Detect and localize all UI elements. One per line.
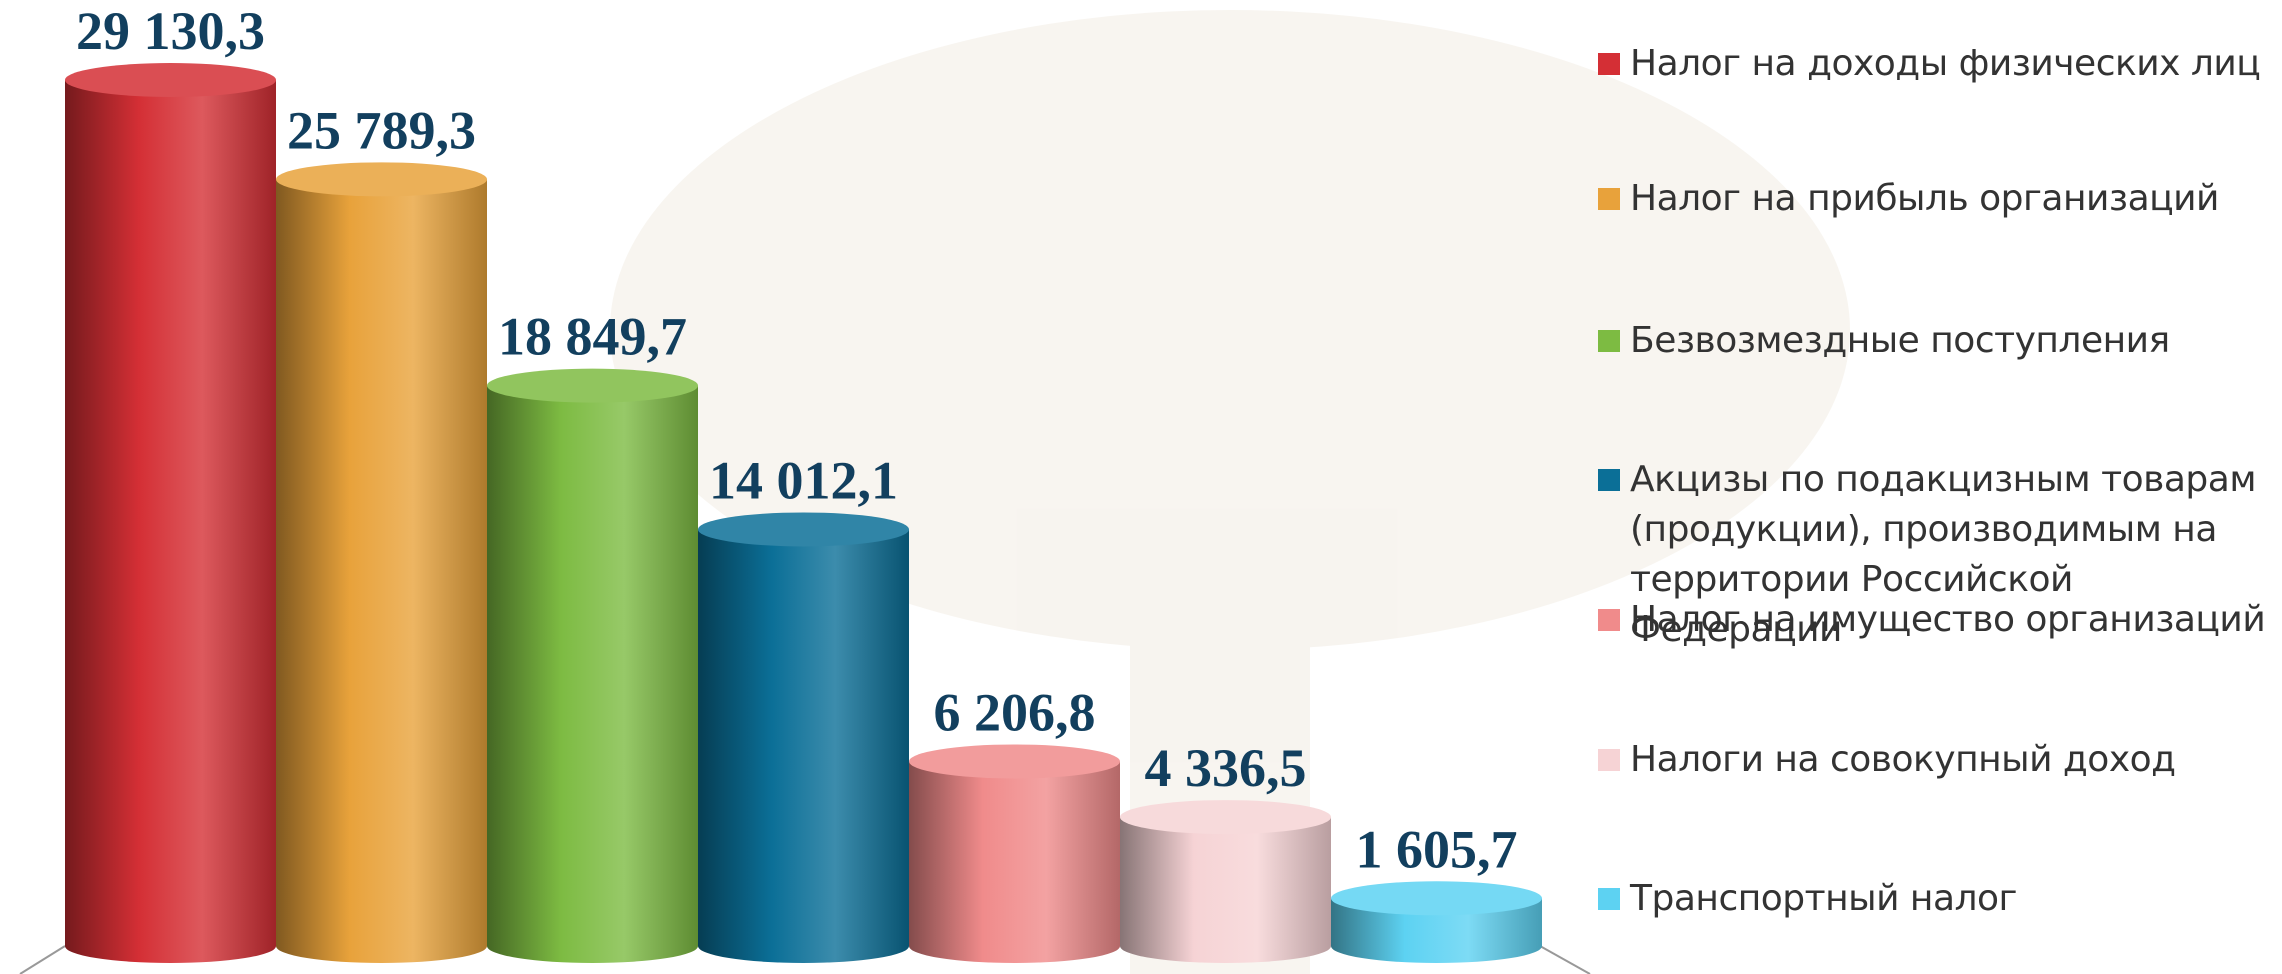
value-label: 18 849,7 xyxy=(498,307,687,367)
bar xyxy=(1331,898,1542,963)
bar xyxy=(698,529,909,963)
bar-top xyxy=(65,63,276,97)
legend-swatch xyxy=(1598,330,1620,352)
value-label: 6 206,8 xyxy=(934,682,1096,742)
legend-swatch xyxy=(1598,609,1620,631)
legend-swatch xyxy=(1598,188,1620,210)
value-label: 29 130,3 xyxy=(76,1,265,61)
bar-top xyxy=(1120,800,1331,835)
bar xyxy=(487,385,698,963)
legend-swatch xyxy=(1598,888,1620,910)
bar xyxy=(65,80,276,963)
value-label: 14 012,1 xyxy=(709,450,898,510)
legend-label: Налог на имущество организаций xyxy=(1630,599,2266,640)
value-label: 1 605,7 xyxy=(1356,819,1518,879)
bar xyxy=(276,179,487,964)
value-label: 4 336,5 xyxy=(1145,738,1307,798)
legend-label: Безвозмездные поступления xyxy=(1630,320,2170,361)
floor-edge xyxy=(1539,945,1591,974)
value-label: 25 789,3 xyxy=(287,100,476,160)
legend-label: Транспортный налог xyxy=(1630,878,2017,919)
floor-edge xyxy=(19,945,66,974)
bar xyxy=(909,761,1120,963)
bar-top xyxy=(276,162,487,197)
bar-top xyxy=(1331,881,1542,916)
legend-label: Налоги на совокупный доход xyxy=(1630,739,2176,780)
bar-top xyxy=(698,512,909,547)
bar xyxy=(1120,817,1331,963)
legend-label: Налог на доходы физических лиц xyxy=(1630,43,2261,84)
legend-label: Налог на прибыль организаций xyxy=(1630,178,2219,219)
legend-swatch xyxy=(1598,53,1620,75)
legend-swatch xyxy=(1598,469,1620,491)
legend-swatch xyxy=(1598,749,1620,771)
bar-top xyxy=(909,744,1120,779)
bar-top xyxy=(487,368,698,403)
legend-label: Акцизы по подакцизным товарам (продукции… xyxy=(1630,459,2257,650)
